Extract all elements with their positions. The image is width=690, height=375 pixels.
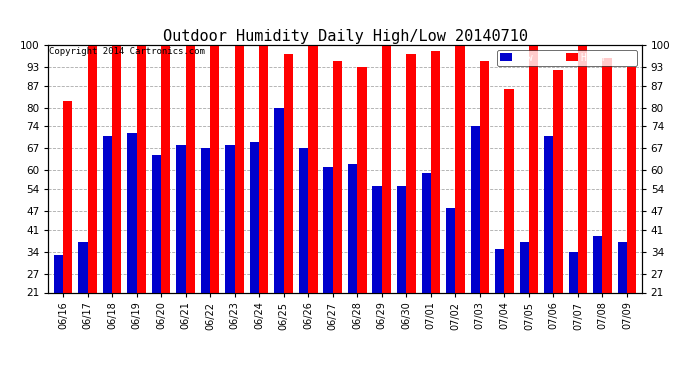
- Bar: [348, 164, 357, 292]
- Bar: [529, 45, 538, 292]
- Bar: [544, 136, 553, 292]
- Bar: [137, 45, 146, 292]
- Bar: [210, 45, 219, 292]
- Bar: [275, 108, 284, 292]
- Bar: [88, 45, 97, 292]
- Bar: [250, 142, 259, 292]
- Bar: [446, 208, 455, 292]
- Bar: [553, 70, 563, 292]
- Bar: [602, 57, 612, 292]
- Bar: [259, 45, 268, 292]
- Bar: [152, 154, 161, 292]
- Bar: [397, 186, 406, 292]
- Bar: [422, 174, 431, 292]
- Bar: [161, 45, 170, 292]
- Bar: [308, 45, 317, 292]
- Bar: [63, 101, 72, 292]
- Bar: [78, 242, 88, 292]
- Bar: [593, 236, 602, 292]
- Bar: [186, 45, 195, 292]
- Bar: [127, 133, 137, 292]
- Bar: [299, 148, 308, 292]
- Bar: [504, 89, 513, 292]
- Bar: [382, 45, 391, 292]
- Bar: [569, 252, 578, 292]
- Bar: [431, 51, 440, 292]
- Bar: [480, 61, 489, 292]
- Bar: [112, 45, 121, 292]
- Bar: [627, 67, 636, 292]
- Bar: [373, 186, 382, 292]
- Bar: [177, 145, 186, 292]
- Bar: [333, 61, 342, 292]
- Title: Outdoor Humidity Daily High/Low 20140710: Outdoor Humidity Daily High/Low 20140710: [163, 29, 527, 44]
- Bar: [54, 255, 63, 292]
- Bar: [284, 54, 293, 292]
- Bar: [226, 145, 235, 292]
- Bar: [455, 45, 464, 292]
- Bar: [471, 126, 480, 292]
- Bar: [578, 45, 587, 292]
- Bar: [324, 167, 333, 292]
- Bar: [103, 136, 112, 292]
- Bar: [357, 67, 366, 292]
- Bar: [406, 54, 415, 292]
- Bar: [520, 242, 529, 292]
- Bar: [495, 249, 504, 292]
- Bar: [201, 148, 210, 292]
- Legend: Low  (%), High  (%): Low (%), High (%): [497, 50, 637, 66]
- Bar: [618, 242, 627, 292]
- Bar: [235, 45, 244, 292]
- Text: Copyright 2014 Cartronics.com: Copyright 2014 Cartronics.com: [50, 48, 206, 57]
